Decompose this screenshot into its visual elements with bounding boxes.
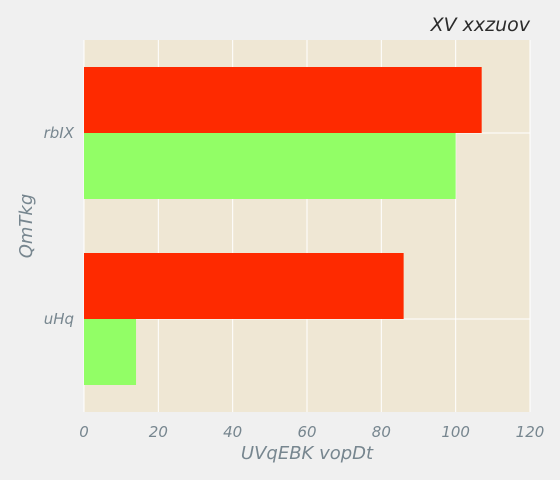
x-tick-label: 40 bbox=[223, 423, 242, 441]
chart-title: XV xxzuov bbox=[430, 14, 531, 36]
bar-uHq-series-2 bbox=[84, 319, 137, 385]
x-tick-label: 20 bbox=[149, 423, 168, 441]
bars bbox=[84, 67, 482, 385]
y-tick-label-rbIX: rbIX bbox=[44, 124, 75, 142]
x-tick-label: 60 bbox=[297, 423, 316, 441]
x-tick-labels: 0 20 40 60 80 100 120 bbox=[79, 423, 544, 441]
y-tick-label-uHq: uHq bbox=[44, 310, 74, 328]
x-tick-label: 120 bbox=[516, 423, 545, 441]
y-axis-label: QmTkg bbox=[16, 194, 37, 259]
y-tick-labels: rbIX uHq bbox=[44, 124, 75, 328]
x-tick-label: 0 bbox=[79, 423, 89, 441]
bar-rbIX-series-2 bbox=[84, 133, 456, 199]
bar-uHq-series-1 bbox=[84, 253, 404, 319]
x-tick-label: 100 bbox=[441, 423, 470, 441]
bar-rbIX-series-1 bbox=[84, 67, 482, 133]
x-axis-label: UVqEBK vopDt bbox=[241, 443, 374, 464]
x-tick-label: 80 bbox=[372, 423, 391, 441]
